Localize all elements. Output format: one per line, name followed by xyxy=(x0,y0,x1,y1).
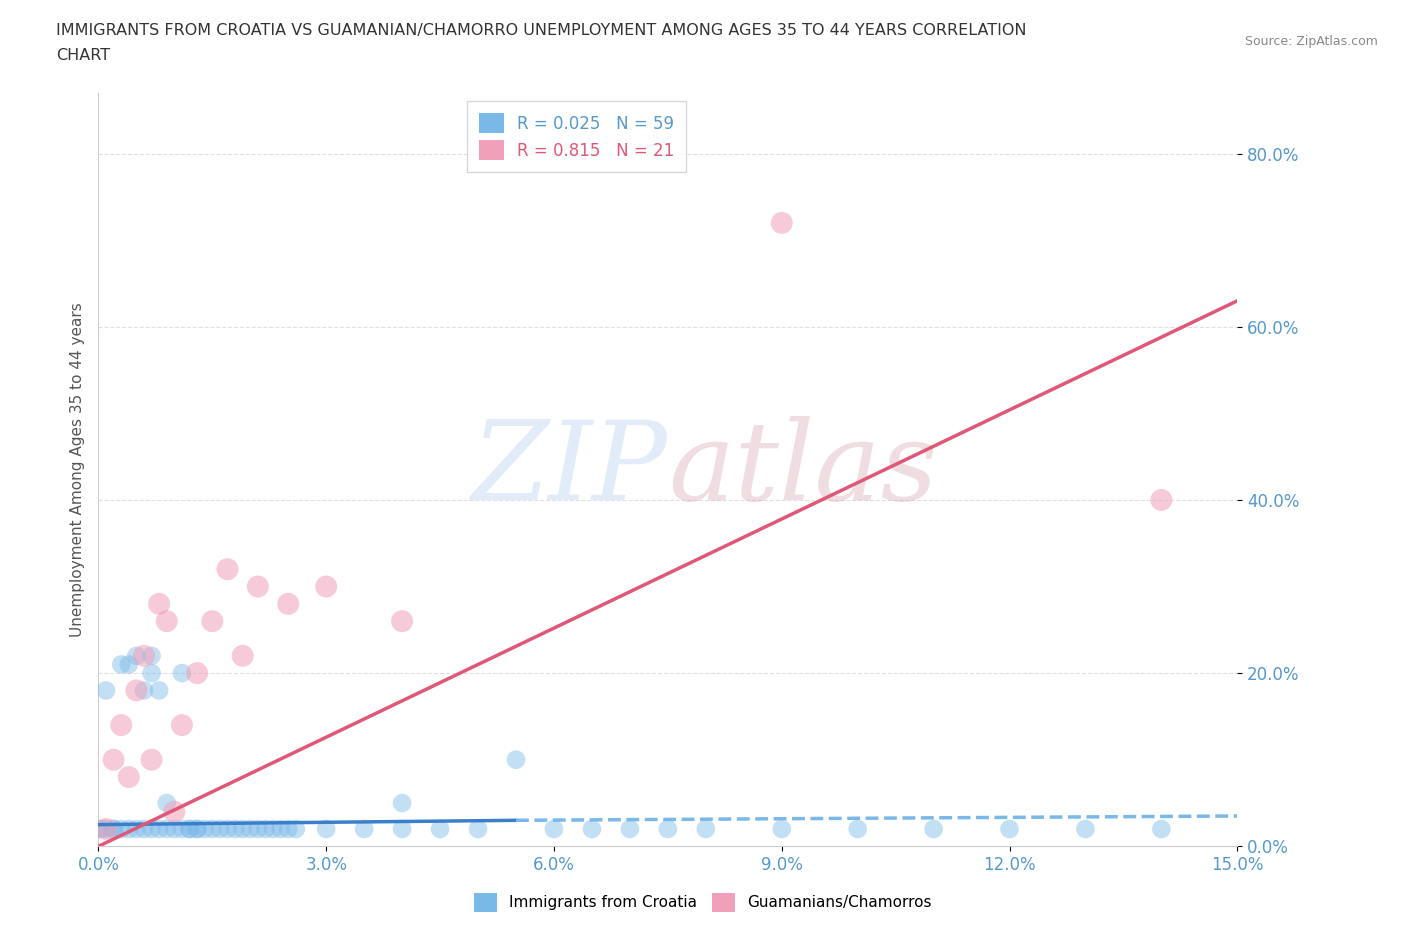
Point xyxy=(922,821,945,836)
Point xyxy=(1150,493,1173,508)
Point xyxy=(246,579,269,594)
Point xyxy=(429,821,451,836)
Point xyxy=(254,821,277,836)
Point xyxy=(217,562,239,577)
Point xyxy=(156,795,179,810)
Point xyxy=(125,683,148,698)
Point xyxy=(141,821,163,836)
Point xyxy=(186,821,208,836)
Point xyxy=(262,821,284,836)
Point xyxy=(94,683,117,698)
Point xyxy=(118,657,141,671)
Point xyxy=(103,821,125,836)
Point xyxy=(125,821,148,836)
Point xyxy=(163,804,186,819)
Point xyxy=(246,821,269,836)
Point xyxy=(132,683,155,698)
Point xyxy=(132,648,155,663)
Point xyxy=(770,821,793,836)
Point xyxy=(141,648,163,663)
Text: IMMIGRANTS FROM CROATIA VS GUAMANIAN/CHAMORRO UNEMPLOYMENT AMONG AGES 35 TO 44 Y: IMMIGRANTS FROM CROATIA VS GUAMANIAN/CHA… xyxy=(56,23,1026,38)
Point xyxy=(467,821,489,836)
Point xyxy=(125,648,148,663)
Point xyxy=(148,596,170,611)
Point xyxy=(132,821,155,836)
Point xyxy=(232,648,254,663)
Point xyxy=(224,821,246,836)
Point xyxy=(103,821,125,836)
Point xyxy=(315,579,337,594)
Point xyxy=(179,821,201,836)
Point xyxy=(118,770,141,785)
Point xyxy=(391,795,413,810)
Point xyxy=(87,821,110,836)
Point xyxy=(186,666,208,681)
Point xyxy=(170,666,193,681)
Point xyxy=(163,821,186,836)
Point xyxy=(110,657,132,671)
Point xyxy=(270,821,292,836)
Point xyxy=(201,614,224,629)
Point xyxy=(194,821,217,836)
Point xyxy=(217,821,239,836)
Point xyxy=(315,821,337,836)
Point xyxy=(391,821,413,836)
Point xyxy=(543,821,565,836)
Text: atlas: atlas xyxy=(668,416,938,524)
Point xyxy=(148,821,170,836)
Point xyxy=(657,821,679,836)
Point xyxy=(208,821,231,836)
Point xyxy=(391,614,413,629)
Point xyxy=(103,752,125,767)
Legend: R = 0.025   N = 59, R = 0.815   N = 21: R = 0.025 N = 59, R = 0.815 N = 21 xyxy=(467,101,686,172)
Point xyxy=(186,821,208,836)
Point xyxy=(695,821,717,836)
Text: ZIP: ZIP xyxy=(472,416,668,524)
Point xyxy=(619,821,641,836)
Point xyxy=(232,821,254,836)
Point xyxy=(581,821,603,836)
Point xyxy=(94,821,117,836)
Point xyxy=(156,821,179,836)
Point xyxy=(505,752,527,767)
Point xyxy=(148,683,170,698)
Point xyxy=(94,821,117,836)
Legend: Immigrants from Croatia, Guamanians/Chamorros: Immigrants from Croatia, Guamanians/Cham… xyxy=(468,887,938,918)
Point xyxy=(1150,821,1173,836)
Text: CHART: CHART xyxy=(56,48,110,63)
Point xyxy=(846,821,869,836)
Point xyxy=(156,614,179,629)
Point xyxy=(201,821,224,836)
Point xyxy=(277,596,299,611)
Point xyxy=(110,821,132,836)
Point xyxy=(179,821,201,836)
Text: Source: ZipAtlas.com: Source: ZipAtlas.com xyxy=(1244,35,1378,48)
Point xyxy=(91,821,114,836)
Point xyxy=(770,216,793,231)
Point xyxy=(170,821,193,836)
Point xyxy=(110,718,132,733)
Point xyxy=(353,821,375,836)
Point xyxy=(118,821,141,836)
Point xyxy=(998,821,1021,836)
Point xyxy=(284,821,307,836)
Point xyxy=(1074,821,1097,836)
Point xyxy=(277,821,299,836)
Point xyxy=(141,752,163,767)
Point xyxy=(239,821,262,836)
Point xyxy=(170,718,193,733)
Point xyxy=(141,666,163,681)
Y-axis label: Unemployment Among Ages 35 to 44 years: Unemployment Among Ages 35 to 44 years xyxy=(69,302,84,637)
